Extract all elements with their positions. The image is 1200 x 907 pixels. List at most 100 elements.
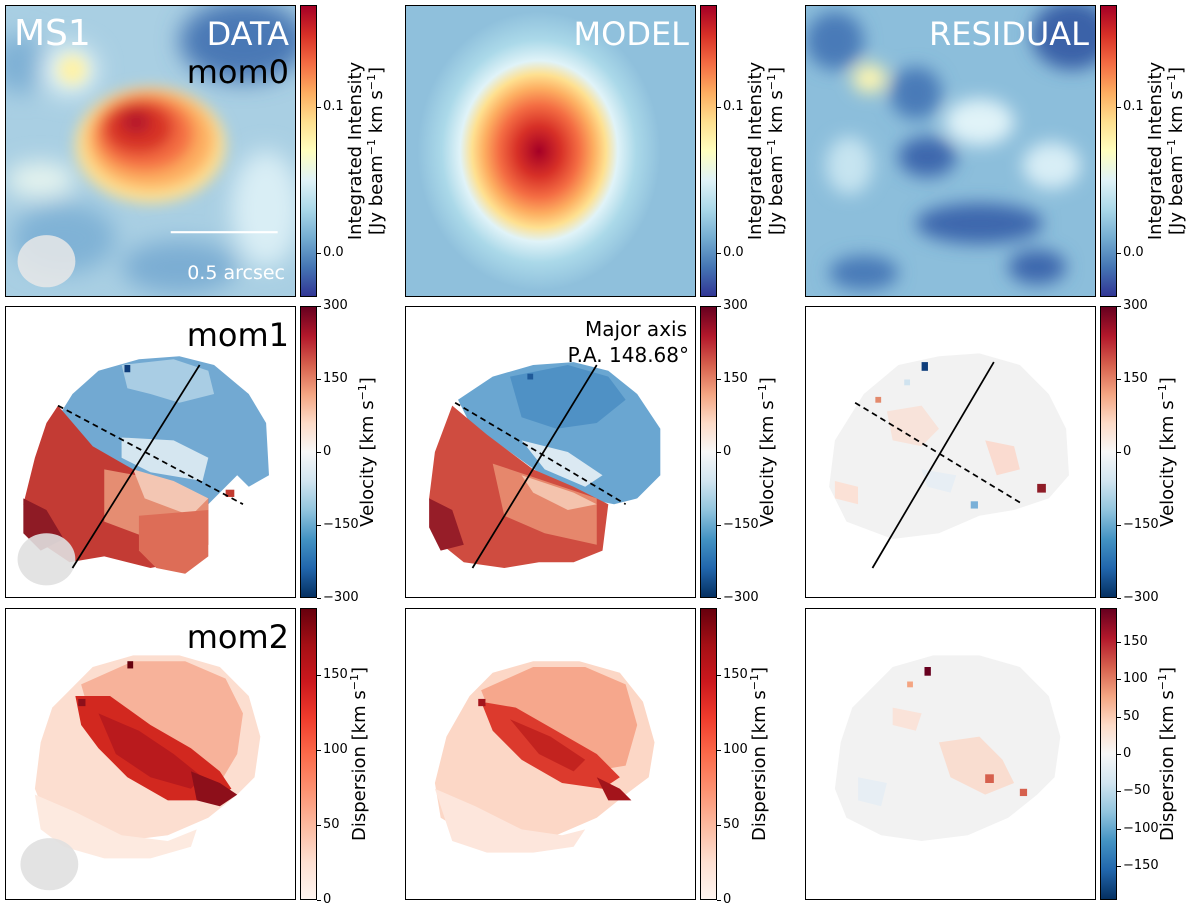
colorbar-tickmark (1117, 253, 1121, 254)
model-major-axis-line (471, 364, 598, 569)
colorbar-tick-label: −150 (1123, 517, 1159, 532)
colorbar-tickmark (717, 452, 721, 453)
colorbar-tickmark (317, 900, 321, 901)
colorbar-tick-label: −150 (323, 517, 359, 532)
colorbar-tickmark (1117, 791, 1121, 792)
colorbar-mom2-2 (700, 608, 717, 900)
colorbar-tickmark (717, 253, 721, 254)
colorbar-tick-label: 0 (323, 892, 332, 907)
colorbar-tickmark (317, 107, 321, 108)
colorbar-tickmark (317, 525, 321, 526)
mom1-model-map (429, 362, 661, 569)
colorbar-tick-label: 0.1 (723, 99, 744, 114)
colorbar-mom1-3 (1100, 306, 1117, 598)
colorbar-tick-label: 300 (723, 298, 748, 313)
position-angle-label: P.A. 148.68° (567, 343, 689, 367)
colorbar-tick-label: −300 (1123, 590, 1159, 605)
colorbar-tickmark (317, 379, 321, 380)
colorbar-label: Velocity [km s−1] (356, 377, 378, 527)
colorbar-tickmark (1117, 525, 1121, 526)
column-title-residual: RESIDUAL (929, 15, 1089, 53)
colorbar-tickmark (717, 675, 721, 676)
colorbar-tickmark (1117, 754, 1121, 755)
colorbar-label: Velocity [km s−1] (756, 377, 778, 527)
beam-ellipse-mom1 (17, 533, 76, 586)
row-title-mom0: mom0 (186, 53, 289, 91)
panel-data-mom0: MS1 DATA mom0 0.5 arcsec (5, 5, 296, 297)
colorbar-tickmark (317, 750, 321, 751)
panel-model-mom2 (405, 608, 696, 900)
colorbar-label: Dispersion [km s−1] (1156, 667, 1178, 841)
colorbar-tick-label: 100 (1123, 671, 1148, 686)
colorbar-tickmark (1117, 598, 1121, 599)
colorbar-tick-label: 300 (1123, 298, 1148, 313)
colorbar-tickmark (717, 379, 721, 380)
colorbar-label: Integrated Intensity [Jy beam−1 km s−1] (1145, 61, 1187, 241)
colorbar-mom0-2 (700, 5, 717, 297)
colorbar-tick-label: 0.1 (1123, 99, 1144, 114)
colorbar-tickmark (1117, 866, 1121, 867)
colorbar-tick-label: 0.0 (323, 245, 344, 260)
panel-data-mom2: mom2 (5, 608, 296, 900)
major-axis-label: Major axis (585, 317, 687, 341)
colorbar-mom2_residual-3 (1100, 608, 1117, 900)
colorbar-tick-label: 150 (323, 371, 348, 386)
colorbar-tickmark (1117, 107, 1121, 108)
colorbar-tick-label: 0 (723, 444, 732, 459)
colorbar-tickmark (317, 452, 321, 453)
colorbar-tickmark (317, 253, 321, 254)
colorbar-label: Velocity [km s−1] (1156, 377, 1178, 527)
colorbar-mom0-1 (300, 5, 317, 297)
colorbar-tickmark (317, 825, 321, 826)
mom0-model-map (406, 6, 695, 296)
scalebar-label: 0.5 arcsec (187, 262, 285, 284)
mom0-residual-map (806, 6, 1095, 296)
colorbar-tick-label: 0 (1123, 444, 1132, 459)
colorbar-tickmark (717, 825, 721, 826)
model-minor-axis-line (454, 401, 627, 505)
colorbar-tickmark (1117, 306, 1121, 307)
residual-major-axis-line (871, 361, 995, 569)
colorbar-tick-label: 50 (323, 817, 340, 832)
colorbar-tickmark (717, 525, 721, 526)
colorbar-tickmark (1117, 829, 1121, 830)
colorbar-tickmark (717, 900, 721, 901)
column-title-model: MODEL (573, 15, 689, 53)
colorbar-tick-label: 150 (723, 371, 748, 386)
panel-residual-mom1 (805, 306, 1096, 598)
colorbar-tick-label: 50 (723, 817, 740, 832)
row-title-mom2: mom2 (186, 618, 289, 656)
colorbar-tickmark (1117, 717, 1121, 718)
colorbar-tickmark (1117, 642, 1121, 643)
colorbar-tick-label: 0 (723, 892, 732, 907)
beam-ellipse (17, 235, 76, 288)
colorbar-tick-label: 0.0 (723, 245, 744, 260)
colorbar-tick-label: 0.0 (1123, 245, 1144, 260)
colorbar-tick-label: −50 (1123, 783, 1151, 798)
residual-minor-axis-line (854, 401, 1024, 505)
colorbar-tick-label: 0 (323, 444, 332, 459)
colorbar-tickmark (717, 107, 721, 108)
colorbar-tickmark (317, 675, 321, 676)
colorbar-tickmark (717, 750, 721, 751)
colorbar-tick-label: 150 (1123, 371, 1148, 386)
mom0-data-map (6, 6, 295, 296)
colorbar-tick-label: 150 (1123, 634, 1148, 649)
colorbar-tickmark (1117, 452, 1121, 453)
panel-residual-mom0: RESIDUAL (805, 5, 1096, 297)
mom2-residual-map (834, 655, 1061, 841)
colorbar-label: Integrated Intensity [Jy beam−1 km s−1] (745, 61, 787, 241)
colorbar-tickmark (717, 598, 721, 599)
colorbar-tick-label: −150 (1123, 858, 1159, 873)
colorbar-mom0-3 (1100, 5, 1117, 297)
colorbar-tickmark (317, 306, 321, 307)
colorbar-tick-label: 0 (1123, 746, 1132, 761)
colorbar-tick-label: 100 (723, 742, 748, 757)
colorbar-tick-label: 0.1 (323, 99, 344, 114)
beam-ellipse-mom2 (20, 838, 79, 891)
target-title: MS1 (14, 13, 91, 54)
colorbar-tick-label: −300 (723, 590, 759, 605)
colorbar-tickmark (317, 598, 321, 599)
colorbar-label: Dispersion [km s−1] (348, 667, 370, 841)
colorbar-tickmark (717, 306, 721, 307)
